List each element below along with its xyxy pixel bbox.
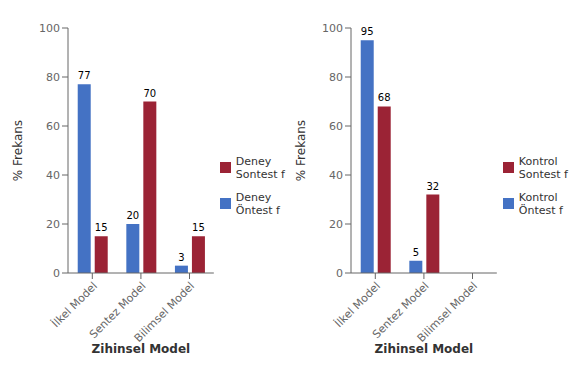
svg-text:32: 32: [426, 181, 439, 192]
html-text:Kontrol: Kontrol: [518, 154, 558, 168]
svg-text:Bilimsel Model: Bilimsel Model: [132, 279, 197, 344]
html-text:Sontest f: Sontest f: [235, 167, 285, 181]
svg-text:60: 60: [46, 120, 60, 133]
html-text:Sontest f: Sontest f: [518, 167, 568, 181]
svg-text:0: 0: [53, 267, 60, 280]
html-text:Kontrol: Kontrol: [518, 190, 558, 204]
svg-text:% Frekans: % Frekans: [11, 120, 25, 181]
svg-text:Sentez Model: Sentez Model: [370, 279, 432, 341]
svg-text:60: 60: [329, 120, 343, 133]
svg-text:% Frekans: % Frekans: [294, 120, 308, 181]
svg-text:İlkel Model: İlkel Model: [332, 279, 383, 330]
svg-text:15: 15: [95, 222, 108, 233]
html-text:Öntest f: Öntest f: [235, 203, 280, 217]
svg-text:100: 100: [322, 22, 343, 35]
svg-text:77: 77: [78, 70, 91, 81]
svg-text:0: 0: [336, 267, 343, 280]
svg-text:Zihinsel Model: Zihinsel Model: [375, 342, 474, 356]
svg-text:40: 40: [329, 169, 343, 182]
svg-text:100: 100: [39, 22, 60, 35]
svg-text:80: 80: [329, 71, 343, 84]
svg-text:95: 95: [361, 26, 374, 37]
svg-text:68: 68: [378, 92, 391, 103]
svg-text:Bilimsel Model: Bilimsel Model: [415, 279, 480, 344]
svg-text:20: 20: [46, 218, 60, 231]
svg-text:Zihinsel Model: Zihinsel Model: [92, 342, 191, 356]
svg-text:3: 3: [178, 252, 184, 263]
svg-text:İlkel Model: İlkel Model: [49, 279, 100, 330]
html-text:Öntest f: Öntest f: [518, 203, 563, 217]
html-text:Deney: Deney: [235, 190, 272, 204]
svg-text:20: 20: [329, 218, 343, 231]
svg-text:80: 80: [46, 71, 60, 84]
svg-text:70: 70: [143, 88, 156, 99]
svg-text:40: 40: [46, 169, 60, 182]
svg-text:15: 15: [192, 222, 205, 233]
svg-text:20: 20: [126, 210, 139, 221]
svg-text:5: 5: [413, 247, 419, 258]
html-text:Deney: Deney: [235, 154, 272, 168]
svg-text:Sentez Model: Sentez Model: [87, 279, 149, 341]
